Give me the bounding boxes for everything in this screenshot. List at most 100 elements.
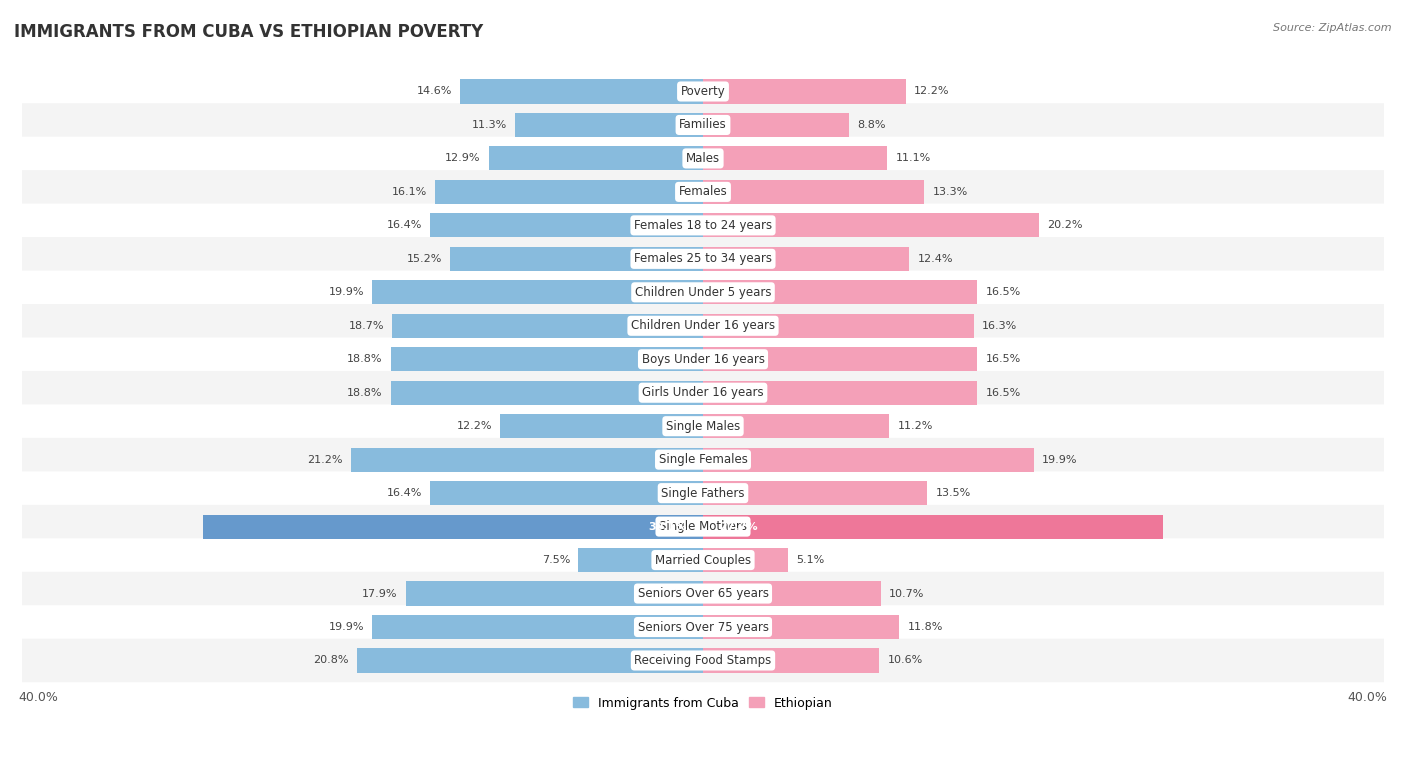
Bar — [703, 314, 974, 338]
Text: 19.9%: 19.9% — [1042, 455, 1077, 465]
Text: Females 18 to 24 years: Females 18 to 24 years — [634, 219, 772, 232]
Text: 13.3%: 13.3% — [932, 187, 967, 197]
Text: Single Fathers: Single Fathers — [661, 487, 745, 500]
Bar — [357, 648, 703, 672]
Text: 18.8%: 18.8% — [347, 354, 382, 365]
Bar — [703, 448, 1033, 471]
Bar — [515, 113, 703, 137]
Text: Seniors Over 65 years: Seniors Over 65 years — [637, 587, 769, 600]
Text: Source: ZipAtlas.com: Source: ZipAtlas.com — [1274, 23, 1392, 33]
Bar — [460, 80, 703, 104]
Text: Married Couples: Married Couples — [655, 553, 751, 566]
Bar — [703, 581, 880, 606]
Text: 12.9%: 12.9% — [444, 153, 481, 164]
Text: Families: Families — [679, 118, 727, 131]
Bar — [703, 113, 849, 137]
Text: 19.9%: 19.9% — [329, 287, 364, 297]
Text: 16.5%: 16.5% — [986, 354, 1021, 365]
FancyBboxPatch shape — [11, 304, 1395, 347]
Text: 13.5%: 13.5% — [935, 488, 972, 498]
Text: 27.7%: 27.7% — [720, 522, 758, 531]
FancyBboxPatch shape — [11, 639, 1395, 682]
Bar — [373, 615, 703, 639]
Text: 5.1%: 5.1% — [796, 555, 824, 565]
Text: 11.2%: 11.2% — [897, 421, 932, 431]
Bar — [703, 615, 898, 639]
Text: 10.7%: 10.7% — [889, 588, 925, 599]
Bar — [703, 146, 887, 171]
Text: Boys Under 16 years: Boys Under 16 years — [641, 352, 765, 366]
FancyBboxPatch shape — [11, 605, 1395, 649]
FancyBboxPatch shape — [11, 237, 1395, 280]
Bar — [703, 247, 910, 271]
Text: 12.2%: 12.2% — [914, 86, 949, 96]
Text: 11.8%: 11.8% — [907, 622, 943, 632]
Bar — [703, 381, 977, 405]
FancyBboxPatch shape — [11, 405, 1395, 448]
FancyBboxPatch shape — [11, 337, 1395, 381]
Bar — [430, 481, 703, 505]
Text: 12.2%: 12.2% — [457, 421, 492, 431]
FancyBboxPatch shape — [11, 170, 1395, 214]
Text: Seniors Over 75 years: Seniors Over 75 years — [637, 621, 769, 634]
Text: Children Under 5 years: Children Under 5 years — [634, 286, 772, 299]
Bar — [391, 347, 703, 371]
Text: 11.3%: 11.3% — [471, 120, 508, 130]
Bar — [436, 180, 703, 204]
FancyBboxPatch shape — [11, 438, 1395, 481]
Bar — [703, 548, 787, 572]
Bar — [703, 180, 924, 204]
FancyBboxPatch shape — [11, 538, 1395, 582]
FancyBboxPatch shape — [11, 572, 1395, 615]
Text: Girls Under 16 years: Girls Under 16 years — [643, 387, 763, 399]
Bar — [703, 280, 977, 305]
Bar — [578, 548, 703, 572]
FancyBboxPatch shape — [11, 505, 1395, 548]
Bar — [703, 515, 1163, 539]
Text: 20.2%: 20.2% — [1047, 221, 1083, 230]
Bar — [501, 414, 703, 438]
Bar — [350, 448, 703, 471]
FancyBboxPatch shape — [11, 70, 1395, 113]
Text: 8.8%: 8.8% — [858, 120, 886, 130]
Text: 18.8%: 18.8% — [347, 388, 382, 398]
Text: 16.5%: 16.5% — [986, 287, 1021, 297]
Bar — [392, 314, 703, 338]
Text: 10.6%: 10.6% — [887, 656, 922, 666]
Bar — [405, 581, 703, 606]
FancyBboxPatch shape — [11, 471, 1395, 515]
Text: Females: Females — [679, 186, 727, 199]
Bar — [391, 381, 703, 405]
FancyBboxPatch shape — [11, 103, 1395, 147]
Text: Single Females: Single Females — [658, 453, 748, 466]
Bar — [703, 481, 928, 505]
FancyBboxPatch shape — [11, 204, 1395, 247]
Text: 7.5%: 7.5% — [541, 555, 569, 565]
Bar — [703, 414, 889, 438]
Text: Females 25 to 34 years: Females 25 to 34 years — [634, 252, 772, 265]
Text: 11.1%: 11.1% — [896, 153, 931, 164]
Text: 16.4%: 16.4% — [387, 488, 422, 498]
Bar — [703, 648, 879, 672]
Legend: Immigrants from Cuba, Ethiopian: Immigrants from Cuba, Ethiopian — [568, 691, 838, 715]
Bar — [373, 280, 703, 305]
Text: Children Under 16 years: Children Under 16 years — [631, 319, 775, 332]
Text: 21.2%: 21.2% — [307, 455, 343, 465]
Bar — [703, 80, 905, 104]
Text: 12.4%: 12.4% — [917, 254, 953, 264]
Bar — [430, 213, 703, 237]
Text: 14.6%: 14.6% — [416, 86, 453, 96]
Bar — [703, 213, 1039, 237]
Text: 15.2%: 15.2% — [406, 254, 441, 264]
Text: 16.1%: 16.1% — [392, 187, 427, 197]
Text: 16.3%: 16.3% — [983, 321, 1018, 330]
Text: 20.8%: 20.8% — [314, 656, 349, 666]
FancyBboxPatch shape — [11, 136, 1395, 180]
Text: 16.4%: 16.4% — [387, 221, 422, 230]
Text: 18.7%: 18.7% — [349, 321, 384, 330]
Text: 19.9%: 19.9% — [329, 622, 364, 632]
Text: Single Mothers: Single Mothers — [659, 520, 747, 533]
Text: Receiving Food Stamps: Receiving Food Stamps — [634, 654, 772, 667]
FancyBboxPatch shape — [11, 271, 1395, 314]
Text: Males: Males — [686, 152, 720, 165]
